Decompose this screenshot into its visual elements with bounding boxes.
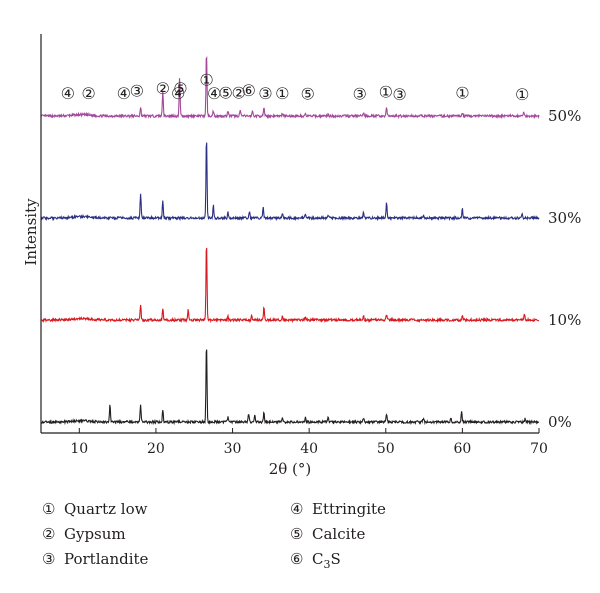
peak-annotation: ②: [231, 83, 245, 102]
legend-number: ⑤: [290, 525, 304, 543]
x-tick-label: 30: [224, 441, 242, 457]
legend-label: Portlandite: [64, 550, 149, 568]
legend-number: ③: [42, 550, 56, 568]
x-axis-label: 2θ (°): [269, 460, 312, 478]
legend-number: ⑥: [290, 550, 304, 568]
peak-annotation: ①: [199, 71, 213, 90]
peak-annotation: ③: [130, 82, 144, 101]
series-labels: 50% 30% 10% 0%: [548, 107, 581, 431]
series-label: 50%: [548, 107, 581, 125]
legend-subscript: 3: [323, 558, 331, 571]
peak-annotation: ③: [258, 84, 272, 103]
legend-number: ④: [290, 500, 304, 518]
peak-annotation: ①: [455, 83, 469, 102]
legend-item: ⑤ Calcite: [290, 525, 365, 543]
xrd-traces: [40, 56, 540, 426]
peak-annotation: ④: [171, 84, 185, 103]
peak-annotation: ①: [379, 82, 393, 101]
legend-label: Quartz low: [64, 500, 148, 518]
axes: [40, 34, 539, 434]
peak-annotation: ④: [61, 84, 75, 103]
y-axis-label: Intensity: [22, 198, 40, 266]
x-tick-label: 20: [147, 441, 165, 457]
peak-annotation: ①: [515, 85, 529, 104]
legend-label: Gypsum: [64, 525, 126, 543]
series-line-0%: [40, 349, 540, 426]
legend-label: Calcite: [312, 525, 366, 543]
legend-number: ①: [42, 500, 56, 518]
legend-item: ⑥ C3S: [290, 550, 341, 571]
peak-annotation: ①: [275, 84, 289, 103]
peak-annotation: ④: [117, 84, 131, 103]
x-tick-label: 60: [453, 441, 471, 457]
peak-annotation: ③: [353, 84, 367, 103]
series-label: 30%: [548, 209, 581, 227]
peak-annotation: ②: [156, 79, 170, 98]
x-ticks: 10 20 30 40 50 60 70: [70, 428, 548, 457]
legend-item: ④ Ettringite: [290, 500, 386, 518]
peak-annotation: ⑤: [300, 84, 314, 103]
legend-label: C: [312, 550, 324, 568]
series-line-10%: [40, 247, 540, 324]
x-tick-label: 10: [70, 441, 88, 457]
x-tick-label: 40: [300, 441, 318, 457]
x-tick-label: 50: [377, 441, 395, 457]
peak-annotation: ⑤: [173, 79, 187, 98]
legend-item: ② Gypsum: [42, 525, 126, 543]
series-label: 10%: [548, 311, 581, 329]
series-line-30%: [40, 142, 540, 222]
legend-item: ③ Portlandite: [42, 550, 148, 568]
peak-annotation: ②: [81, 84, 95, 103]
peak-annotation: ③: [392, 85, 406, 104]
peak-annotation: ⑥: [241, 81, 255, 100]
series-label: 0%: [548, 413, 572, 431]
legend-label-suffix: S: [330, 550, 341, 568]
x-tick-label: 70: [530, 441, 548, 457]
legend-item: ① Quartz low: [42, 500, 147, 518]
legend-label: Ettringite: [312, 500, 386, 518]
legend-number: ②: [42, 525, 56, 543]
series-line-50%: [40, 56, 540, 120]
peak-annotation: ④: [207, 84, 221, 103]
peak-annotation: ⑤: [218, 83, 232, 102]
